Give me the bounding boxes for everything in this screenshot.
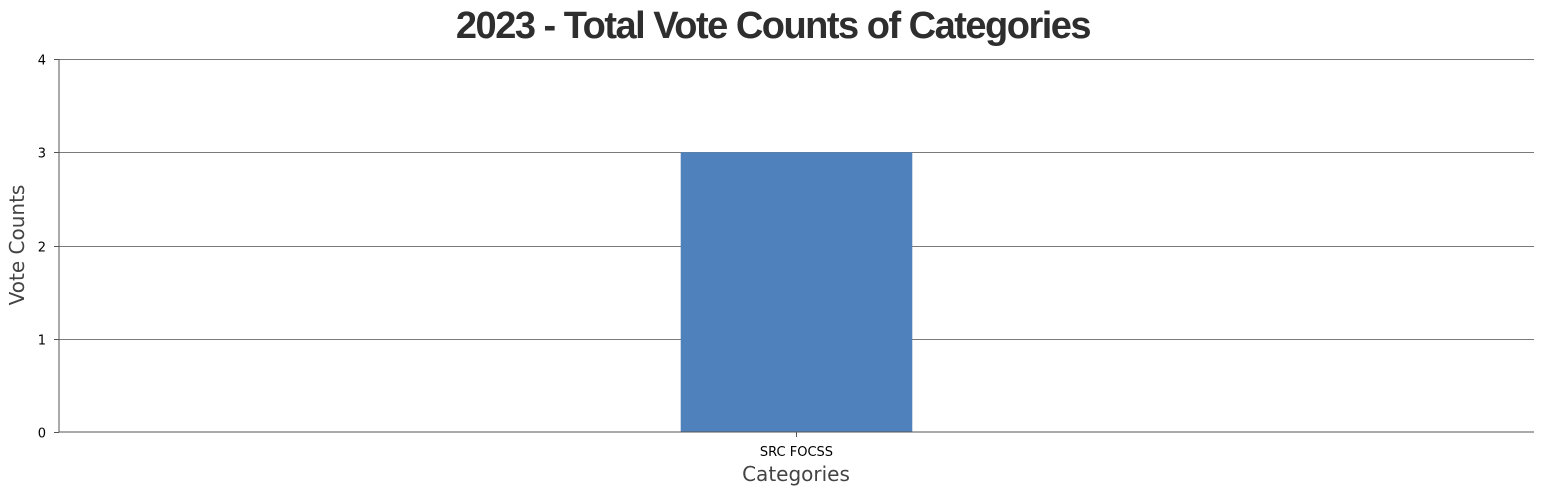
y-axis-ticks: 0 1 2 3 4 xyxy=(38,54,59,442)
y-tick-label: 3 xyxy=(38,147,46,162)
x-axis-ticks: SRC FOCSS xyxy=(760,432,833,460)
chart-title: 2023 - Total Vote Counts of Categories xyxy=(456,5,1091,47)
y-tick-label: 2 xyxy=(38,241,46,256)
y-tick-label: 4 xyxy=(38,54,46,69)
x-axis-title: Categories xyxy=(742,462,850,486)
y-axis-title: Vote Counts xyxy=(5,185,29,306)
y-tick-label: 0 xyxy=(38,427,46,442)
bars xyxy=(680,152,913,432)
bar[interactable] xyxy=(680,152,913,432)
y-tick-label: 1 xyxy=(38,334,46,349)
x-tick-label: SRC FOCSS xyxy=(760,445,833,460)
